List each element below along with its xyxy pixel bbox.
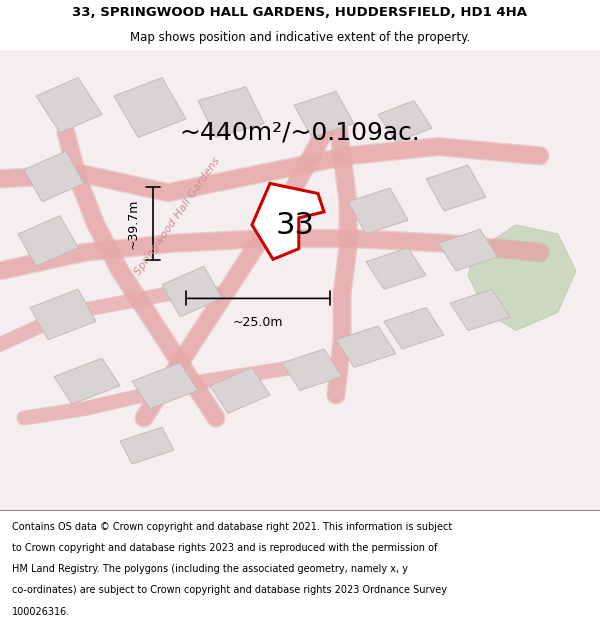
Polygon shape xyxy=(54,358,120,404)
Polygon shape xyxy=(210,368,270,413)
Text: 100026316.: 100026316. xyxy=(12,607,70,617)
Polygon shape xyxy=(24,151,84,202)
Text: Contains OS data © Crown copyright and database right 2021. This information is : Contains OS data © Crown copyright and d… xyxy=(12,521,452,531)
Text: HM Land Registry. The polygons (including the associated geometry, namely x, y: HM Land Registry. The polygons (includin… xyxy=(12,564,408,574)
Polygon shape xyxy=(450,289,510,331)
Polygon shape xyxy=(348,188,408,234)
Text: to Crown copyright and database rights 2023 and is reproduced with the permissio: to Crown copyright and database rights 2… xyxy=(12,542,437,552)
Polygon shape xyxy=(384,308,444,349)
Text: 33, SPRINGWOOD HALL GARDENS, HUDDERSFIELD, HD1 4HA: 33, SPRINGWOOD HALL GARDENS, HUDDERSFIEL… xyxy=(73,6,527,19)
Polygon shape xyxy=(438,229,498,271)
Polygon shape xyxy=(198,87,264,138)
Polygon shape xyxy=(120,428,174,464)
Polygon shape xyxy=(426,165,486,211)
Text: ~25.0m: ~25.0m xyxy=(233,316,283,329)
Polygon shape xyxy=(468,225,576,331)
Text: ~39.7m: ~39.7m xyxy=(127,198,140,249)
Polygon shape xyxy=(366,248,426,289)
Text: Springwood Hall Gardens: Springwood Hall Gardens xyxy=(133,156,221,278)
Polygon shape xyxy=(114,78,186,138)
Polygon shape xyxy=(252,183,324,259)
Polygon shape xyxy=(294,91,354,138)
Text: co-ordinates) are subject to Crown copyright and database rights 2023 Ordnance S: co-ordinates) are subject to Crown copyr… xyxy=(12,586,447,596)
Polygon shape xyxy=(132,362,198,409)
Polygon shape xyxy=(30,289,96,340)
Polygon shape xyxy=(378,101,432,142)
Text: 33: 33 xyxy=(275,211,314,239)
Text: ~440m²/~0.109ac.: ~440m²/~0.109ac. xyxy=(179,121,421,145)
Polygon shape xyxy=(162,266,222,317)
Polygon shape xyxy=(336,326,396,367)
Polygon shape xyxy=(282,349,342,391)
Text: Map shows position and indicative extent of the property.: Map shows position and indicative extent… xyxy=(130,31,470,44)
Polygon shape xyxy=(36,78,102,132)
Polygon shape xyxy=(18,216,78,266)
